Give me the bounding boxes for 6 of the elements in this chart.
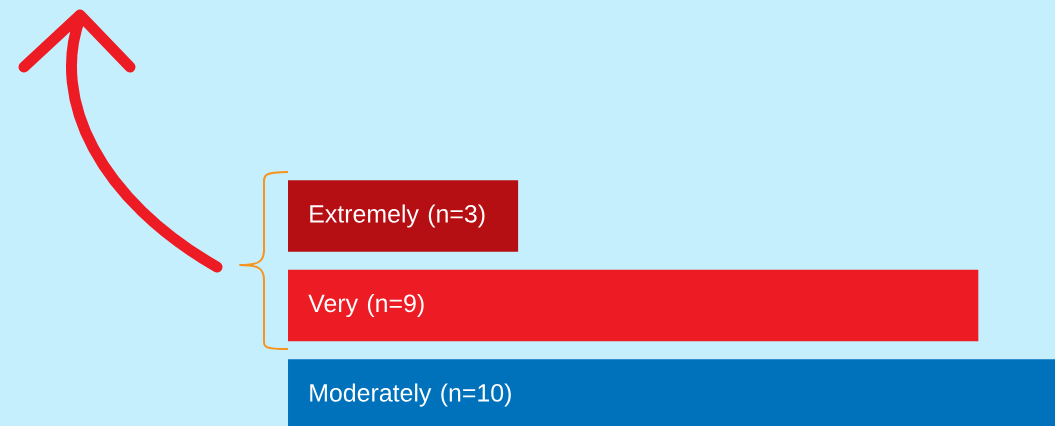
data-label: (n=3) (428, 204, 485, 228)
y-tick-label: Moderately (310, 383, 432, 407)
data-label: (n=10) (441, 383, 511, 407)
y-tick-label: Extremely (310, 204, 419, 228)
data-label: (n=9) (367, 293, 424, 318)
y-tick-label: Very (308, 294, 358, 318)
